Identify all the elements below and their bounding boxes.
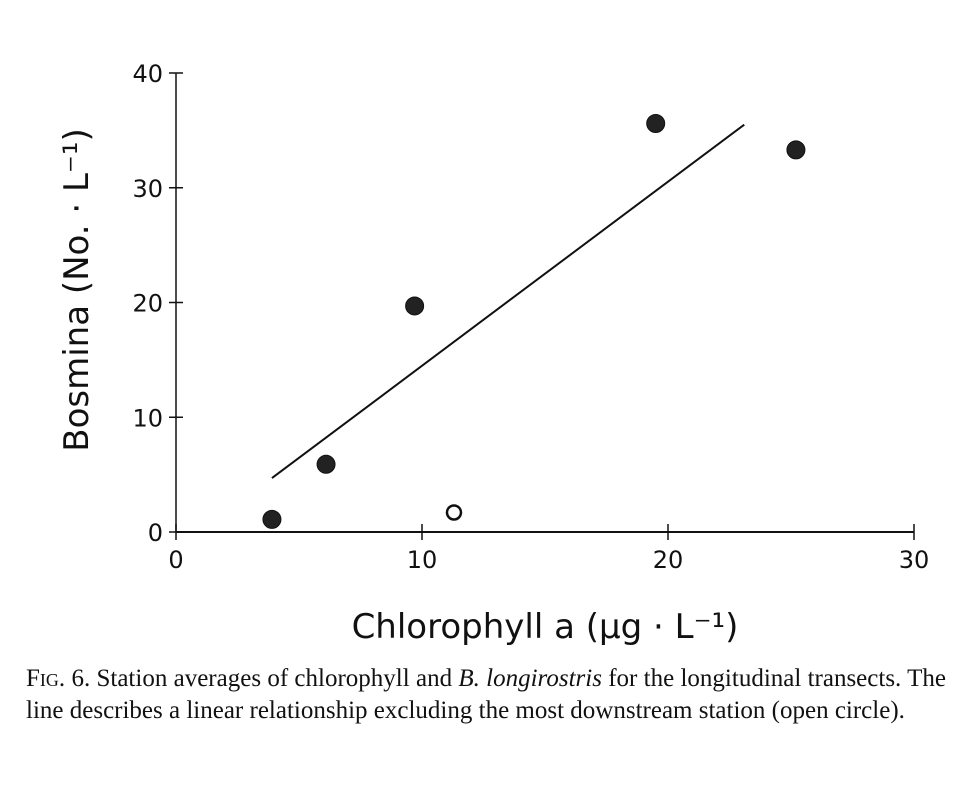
y-tick-label: 30 xyxy=(132,175,163,203)
caption-text-1: Station averages of chlorophyll and xyxy=(96,665,459,692)
y-axis-label: Bosmina (No. · L⁻¹) xyxy=(57,128,97,452)
filled-data-point xyxy=(786,140,806,160)
caption-species: B. longirostris xyxy=(458,665,602,692)
caption-text-2: for the longitudinal transects. The line… xyxy=(26,665,946,724)
open-data-point xyxy=(445,504,463,521)
tick-labels: 0 10 20 30 0 10 20 30 40 xyxy=(132,60,929,574)
data-marks xyxy=(262,113,806,529)
filled-data-point xyxy=(405,296,425,316)
x-axis-label: Chlorophyll a (µg · L⁻¹) xyxy=(352,607,739,647)
y-tick-label: 10 xyxy=(132,404,163,432)
filled-data-point xyxy=(316,454,336,474)
y-tick-label: 20 xyxy=(132,290,163,318)
x-tick-label: 0 xyxy=(168,546,183,574)
x-tick-label: 30 xyxy=(899,546,930,574)
y-tick-label: 0 xyxy=(148,519,163,547)
scatter-chart: 0 10 20 30 0 10 20 30 40 Chlorophyll a (µg · L⁻¹… xyxy=(57,60,929,647)
filled-data-point xyxy=(646,113,666,133)
x-tick-label: 20 xyxy=(653,546,684,574)
figure-caption: Fig. 6. Station averages of chlorophyll … xyxy=(26,663,946,727)
y-tick-label: 40 xyxy=(132,60,163,88)
regression-line xyxy=(271,123,745,479)
caption-label: Fig. xyxy=(26,665,66,692)
axes xyxy=(169,72,915,540)
filled-data-point xyxy=(262,509,282,529)
caption-number: 6. xyxy=(65,665,97,692)
x-tick-label: 10 xyxy=(407,546,438,574)
